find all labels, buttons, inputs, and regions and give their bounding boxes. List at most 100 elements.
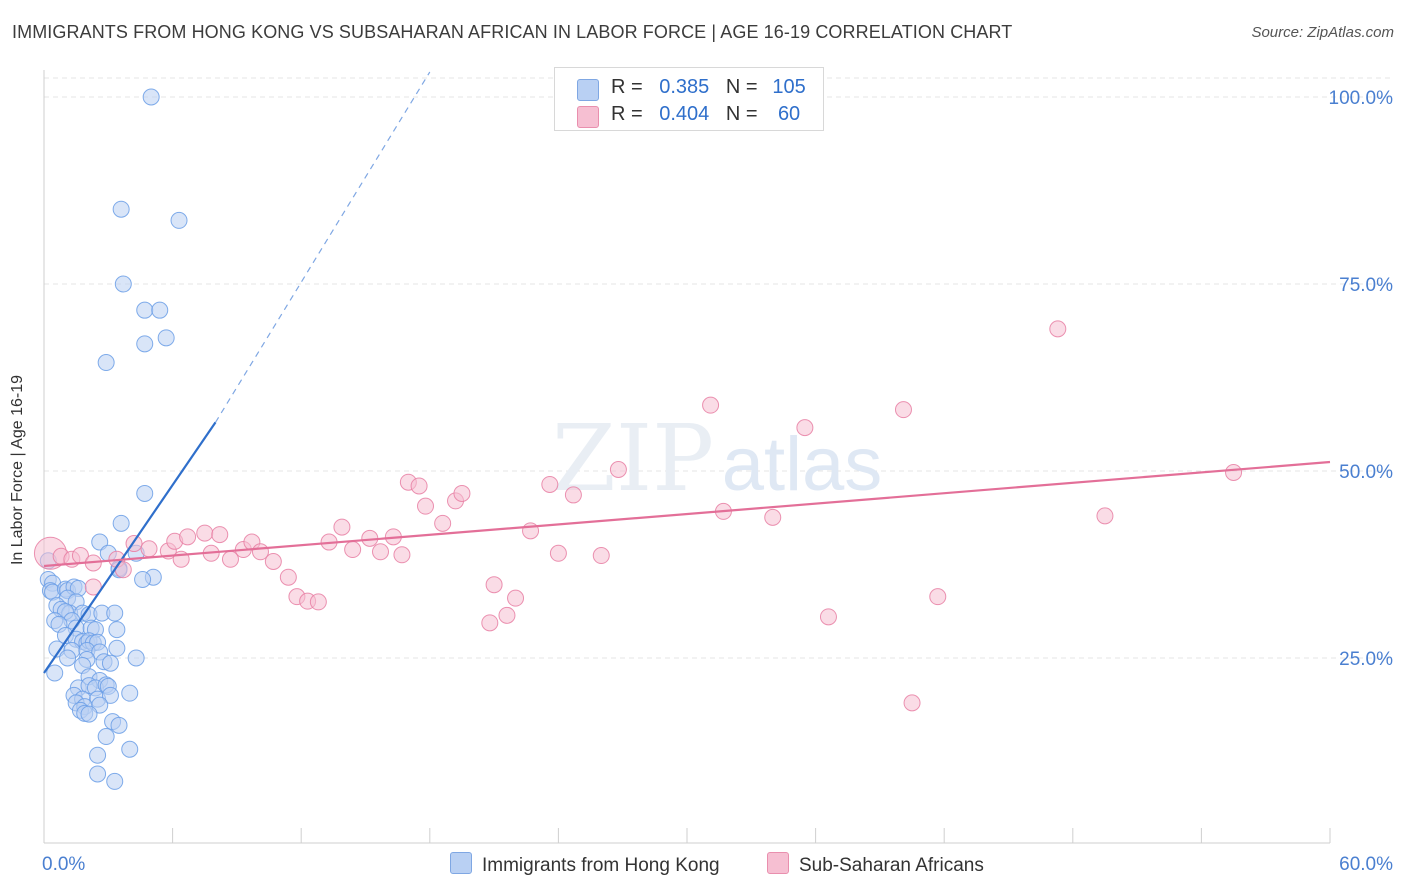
subsaharan-point [393,546,411,564]
stats-legend: R = 0.385 N = 105 R = 0.404 N = 60 [554,67,824,131]
hong-kong-point [170,211,188,229]
r-label: R = [611,76,643,98]
hong-kong-point [97,728,115,746]
y-tick-label: 50.0% [1339,462,1393,483]
legend-item-subsaharan[interactable]: Sub-Saharan Africans [767,852,984,877]
subsaharan-point [333,518,351,536]
hong-kong-point [89,765,107,783]
legend-label-hong-kong: Immigrants from Hong Kong [482,855,720,876]
hong-kong-point [46,664,64,682]
subsaharan-point [140,540,158,558]
subsaharan-point [819,608,837,626]
y-tick-label: 25.0% [1339,649,1393,670]
subsaharan-point [1049,320,1067,338]
subsaharan-point [796,419,814,437]
subsaharan-point [903,694,921,712]
subsaharan-point [498,606,516,624]
hong-kong-point [101,654,119,672]
n-label: N = [725,76,758,98]
subsaharan-point [1096,507,1114,525]
subsaharan-point [564,486,582,504]
subsaharan-point [84,578,102,596]
y-tick-label: 100.0% [1329,88,1394,109]
subsaharan-point [196,524,214,542]
hong-kong-point [108,639,126,657]
hong-kong-point [136,335,154,353]
hong-kong-point [89,746,107,764]
tick-labels: 25.0% 50.0% 75.0% 100.0% 0.0% 60.0% [42,88,1393,875]
subsaharan-point [179,528,197,546]
subsaharan-point [264,553,282,571]
subsaharan-point [894,401,912,419]
hong-kong-point [112,514,130,532]
x-tick-label: 0.0% [42,854,85,875]
subsaharan-point [702,396,720,414]
gridlines [44,77,1390,659]
n-value-hong-kong: 105 [772,76,806,98]
legend-swatch-subsaharan [767,852,789,874]
subsaharan-trend-line [43,460,1331,568]
subsaharan-point [279,568,297,586]
subsaharan-point [309,593,327,611]
hong-kong-trend-line [43,421,217,674]
hong-kong-point [114,275,132,293]
hong-kong-trend-extension [214,71,431,423]
subsaharan-point [434,514,452,532]
series-subsaharan-points [33,320,1243,712]
watermark: ZIP atlas [552,405,882,512]
source-label: Source: ZipAtlas.com [1251,24,1394,41]
subsaharan-point [764,508,782,526]
hong-kong-point [110,716,128,734]
hong-kong-point [112,200,130,218]
subsaharan-point [417,497,435,515]
subsaharan-point [1225,463,1243,481]
subsaharan-point [453,484,471,502]
subsaharan-point [372,543,390,561]
subsaharan-point [609,461,627,479]
hong-kong-point [106,604,124,622]
subsaharan-point [929,588,947,606]
hong-kong-point [157,329,175,347]
subsaharan-point [344,541,362,559]
legend-swatch-hong-kong [450,852,472,874]
hong-kong-point [108,621,126,639]
y-tick-label: 75.0% [1339,275,1393,296]
trend-lines [43,71,1331,674]
hong-kong-point [134,570,152,588]
legend-label-subsaharan: Sub-Saharan Africans [799,855,984,876]
hong-kong-point [97,354,115,372]
subsaharan-point [485,576,503,594]
n-value-subsaharan: 60 [777,103,801,125]
subsaharan-point [211,526,229,544]
hong-kong-swatch [577,79,599,101]
chart-title: IMMIGRANTS FROM HONG KONG VS SUBSAHARAN … [12,22,1013,42]
x-tick-label: 60.0% [1339,854,1393,875]
hong-kong-point [136,484,154,502]
r-value-subsaharan: 0.404 [659,103,710,125]
hong-kong-point [121,740,139,758]
hong-kong-point [101,686,119,704]
subsaharan-point [481,614,499,632]
subsaharan-point [541,475,559,493]
subsaharan-point [549,544,567,562]
hong-kong-point [121,684,139,702]
watermark-atlas: atlas [722,422,883,507]
r-label: R = [611,103,643,125]
legend-item-hong-kong[interactable]: Immigrants from Hong Kong [450,852,720,877]
hong-kong-point [142,88,160,106]
subsaharan-swatch [577,106,599,128]
hong-kong-point [151,301,169,319]
hong-kong-point [106,772,124,790]
hong-kong-point [80,705,98,723]
n-label: N = [725,103,758,125]
subsaharan-point [507,589,525,607]
hong-kong-point [59,649,77,667]
y-axis-label: In Labor Force | Age 16-19 [9,374,26,566]
subsaharan-point [410,477,428,495]
axes [43,70,1331,844]
hong-kong-point [136,301,154,319]
series-hong-kong-points [39,88,188,790]
hong-kong-point [127,649,145,667]
r-value-hong-kong: 0.385 [659,76,710,98]
